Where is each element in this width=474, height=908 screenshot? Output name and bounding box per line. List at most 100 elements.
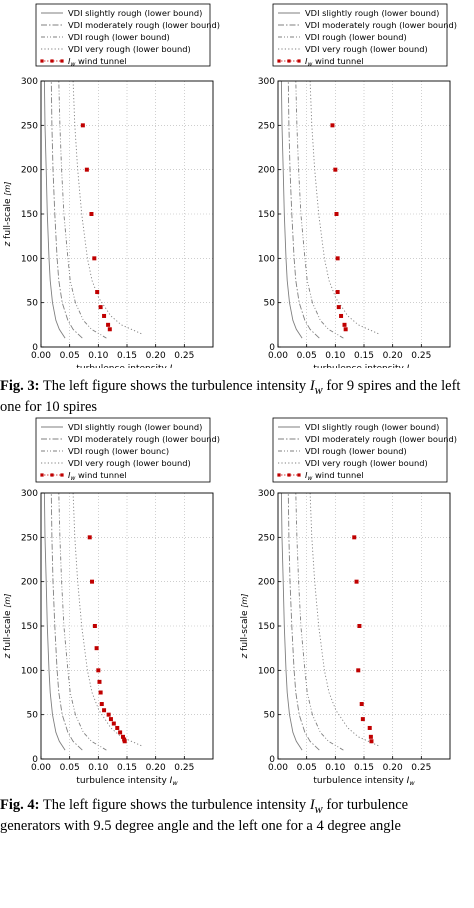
- data-point-wind-tunnel: [92, 624, 97, 628]
- data-point-wind-tunnel: [96, 668, 101, 673]
- caption-fig4-label: Fig. 4:: [0, 797, 40, 813]
- y-tick-label: 250: [21, 533, 38, 543]
- data-point-wind-tunnel: [94, 646, 99, 651]
- y-axis-label: z full-scale [m]: [240, 594, 250, 660]
- x-tick-label: 0.20: [146, 763, 166, 773]
- legend-label: VDI moderately rough (lower bound): [68, 434, 220, 444]
- legend-box: [35, 3, 211, 67]
- x-tick-label: 0.00: [268, 763, 288, 773]
- y-axis-label: z full-scale [m]: [3, 182, 13, 248]
- series-line: [309, 492, 379, 747]
- chart-fig4-left: VDI slightly rough (lower bound) VDI mode…: [0, 414, 237, 794]
- x-tick-label: 0.15: [117, 351, 137, 361]
- x-axis-label-text: turbulence intensity: [313, 364, 406, 368]
- legend-box: [272, 3, 448, 67]
- data-point-wind-tunnel: [95, 290, 100, 295]
- caption-fig3-text-b: for 9 spires and the left one for 10 spi…: [0, 378, 461, 415]
- legend-label-text: wind tunnel: [75, 56, 126, 66]
- series-line: [287, 80, 320, 339]
- data-point-wind-tunnel: [120, 734, 125, 739]
- y-tick-label: 50: [27, 299, 39, 309]
- legend-marker: [287, 59, 291, 63]
- legend-label: VDI very rough (lower bound): [68, 44, 191, 54]
- legend-label: VDI moderately rough (lower bound): [305, 20, 457, 30]
- x-axis-label-subscript: w: [172, 367, 178, 368]
- x-tick-label: 0.05: [60, 763, 80, 773]
- x-tick-label: 0.10: [325, 351, 345, 361]
- caption-fig3-label: Fig. 3:: [0, 378, 40, 394]
- data-point-wind-tunnel: [99, 702, 104, 707]
- y-axis-label-unit: [m]: [3, 594, 12, 608]
- x-axis-label-subscript: w: [409, 367, 415, 368]
- data-point-wind-tunnel: [335, 290, 340, 295]
- legend-label: VDI rough (lower bound): [305, 32, 407, 42]
- data-point-wind-tunnel: [87, 535, 92, 540]
- data-point-wind-tunnel: [343, 327, 348, 332]
- chart-svg: VDI slightly rough (lower bound) VDI mode…: [240, 417, 457, 787]
- caption-fig3-text-a: The left figure shows the turbulence int…: [42, 378, 307, 394]
- x-tick-label: 0.05: [60, 351, 80, 361]
- y-tick-label: 100: [258, 666, 275, 676]
- caption-fig3-symbol: I: [309, 378, 315, 394]
- data-point-wind-tunnel: [333, 167, 338, 172]
- x-tick-label: 0.20: [146, 351, 166, 361]
- x-tick-label: 0.15: [117, 763, 137, 773]
- y-tick-label: 50: [264, 299, 276, 309]
- legend-label: VDI moderately rough (lower bound): [68, 20, 220, 30]
- legend-label: VDI moderately rough (lower bound): [305, 434, 457, 444]
- x-tick-label: 0.15: [354, 351, 374, 361]
- chart-svg: VDI slightly rough (lower bound) VDI mode…: [3, 417, 220, 787]
- legend-label: Iw wind tunnel: [68, 470, 127, 482]
- legend-label: VDI very rough (lower bound): [305, 44, 428, 54]
- chart-fig3-right: VDI slightly rough (lower bound) VDI mode…: [237, 0, 474, 375]
- legend-label-subscript: w: [307, 475, 312, 482]
- y-tick-label: 0: [32, 343, 38, 353]
- legend-marker: [60, 473, 64, 477]
- legend-label-symbol: I: [68, 470, 71, 480]
- series-line: [58, 492, 107, 751]
- x-axis-label-text: turbulence intensity: [76, 364, 169, 368]
- x-axis-label: turbulence intensity Iw: [313, 364, 415, 368]
- legend-label-symbol: I: [305, 470, 308, 480]
- y-tick-label: 100: [21, 666, 38, 676]
- x-axis-label-text: turbulence intensity: [313, 776, 406, 786]
- legend-label: VDI slightly rough (lower bound): [68, 8, 202, 18]
- x-tick-label: 0.25: [411, 351, 431, 361]
- legend-label: VDI slightly rough (lower bound): [68, 422, 202, 432]
- legend-label-text: wind tunnel: [312, 470, 363, 480]
- data-point-wind-tunnel: [360, 717, 365, 722]
- y-axis-label-text: full-scale: [3, 196, 13, 239]
- data-point-wind-tunnel: [98, 690, 103, 695]
- caption-fig4-text-b: for turbulence generators with 9.5 degre…: [0, 797, 409, 834]
- legend-label-text: wind tunnel: [312, 56, 363, 66]
- x-tick-label: 0.00: [31, 351, 51, 361]
- chart-fig3-left: VDI slightly rough (lower bound) VDI mode…: [0, 0, 237, 375]
- x-axis-label: turbulence intensity Iw: [76, 364, 178, 368]
- y-tick-label: 0: [269, 343, 275, 353]
- x-axis-label-subscript: w: [172, 779, 178, 787]
- data-point-wind-tunnel: [106, 322, 111, 327]
- legend-label: VDI rough (lower bounc): [68, 446, 169, 456]
- x-tick-label: 0.05: [297, 351, 317, 361]
- y-tick-label: 300: [21, 77, 38, 87]
- legend-label-text: wind tunnel: [75, 470, 126, 480]
- data-point-wind-tunnel: [334, 212, 339, 216]
- data-point-wind-tunnel: [106, 712, 111, 717]
- data-point-wind-tunnel: [369, 739, 374, 744]
- data-point-wind-tunnel: [357, 624, 362, 628]
- x-tick-label: 0.10: [325, 763, 345, 773]
- x-tick-label: 0.10: [88, 763, 108, 773]
- legend-marker: [297, 59, 301, 63]
- y-tick-label: 300: [258, 77, 275, 87]
- data-point-wind-tunnel: [356, 668, 361, 673]
- y-tick-label: 200: [21, 166, 38, 176]
- series-line: [43, 492, 66, 751]
- caption-fig3: Fig. 3: The left figure shows the turbul…: [0, 378, 472, 416]
- legend-marker: [287, 473, 291, 477]
- data-point-wind-tunnel: [354, 579, 359, 584]
- data-point-wind-tunnel: [92, 256, 97, 261]
- x-tick-label: 0.15: [354, 763, 374, 773]
- y-axis-label-unit: [m]: [3, 182, 12, 196]
- x-axis-label-text: turbulence intensity: [76, 776, 169, 786]
- y-tick-label: 200: [258, 578, 275, 588]
